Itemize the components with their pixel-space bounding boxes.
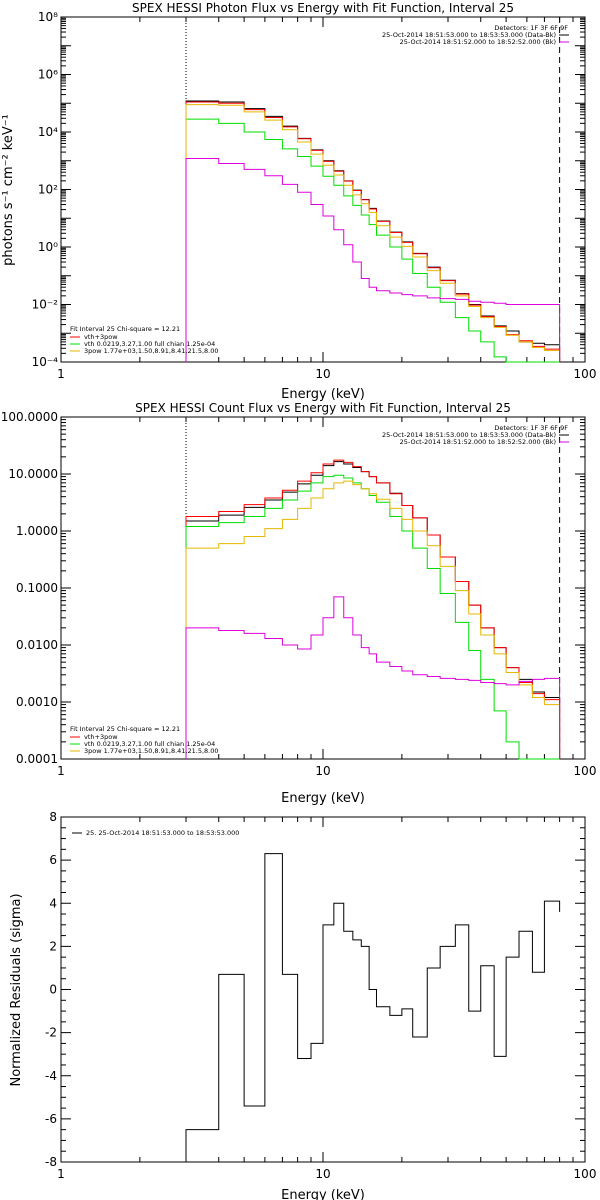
legend-bk: 25-Oct-2014 18:51:52.000 to 18:52:52.000… <box>400 38 556 46</box>
count-flux-xtick-label: 10 <box>315 764 330 778</box>
legend-3pow: 3pow 1.77e+03,1.50,8.91,8.41,21.5,8.00 <box>84 347 219 355</box>
photon-flux-series <box>185 17 561 363</box>
legend-fit-interval: Fit Interval 25 Chi-square = 12.21 <box>70 725 180 733</box>
legend-detectors: Detectors: 1F 3F 6F 9F <box>494 24 568 32</box>
legend-fit-interval: Fit Interval 25 Chi-square = 12.21 <box>70 325 180 333</box>
residuals-ytick-label: 4 <box>49 896 57 910</box>
legend-bk: 25-Oct-2014 18:51:52.000 to 18:52:52.000… <box>400 438 556 446</box>
residuals-ytick-label: 6 <box>49 853 57 867</box>
residuals-ytick-label: -4 <box>45 1069 57 1083</box>
residuals-xtick-label: 10 <box>315 1167 330 1181</box>
residuals-xtick-label: 100 <box>574 1167 597 1181</box>
count-flux-series-bk <box>185 596 561 759</box>
count-flux-series-data-bk <box>185 461 561 759</box>
photon-flux-legend-bottom: Fit Interval 25 Chi-square = 12.21 vth+3… <box>70 325 219 355</box>
photon-flux-ytick-label: 10⁸ <box>38 10 58 24</box>
residuals-series-25-25-oct-2014-18-51-53-000-to-18-53-53-000 <box>185 853 561 1162</box>
legend-3pow: 3pow 1.77e+03,1.50,8.91,8.41,21.5,8.00 <box>84 747 219 755</box>
residuals-ytick-label: -2 <box>45 1026 57 1040</box>
photon-flux-series-vth <box>185 118 560 363</box>
legend-data-bk: 25-Oct-2014 18:51:53.000 to 18:53:53.000… <box>382 431 556 439</box>
count-flux-ytick-label: 0.1000 <box>16 581 58 595</box>
photon-flux-ytick-label: 10⁻⁴ <box>32 355 59 369</box>
photon-flux-ytick-label: 10⁶ <box>38 68 58 82</box>
residuals-ytick-label: -8 <box>45 1155 57 1169</box>
photon-flux-series-bk <box>185 157 561 362</box>
photon-flux-panel: SPEX HESSI Photon Flux vs Energy with Fi… <box>1 1 596 402</box>
photon-flux-ytick-label: 10⁻² <box>32 298 59 312</box>
count-flux-xtick-label: 100 <box>574 764 597 778</box>
photon-flux-series-vth-3pow <box>185 101 561 362</box>
legend-data-bk: 25-Oct-2014 18:51:53.000 to 18:53:53.000… <box>382 31 556 39</box>
count-flux-ticks: 1 10 100 0.0001 0.0010 0.0100 0.1000 1.0000 10.0… <box>1 410 597 778</box>
count-flux-xtick-label: 1 <box>57 764 65 778</box>
photon-flux-xtick-label: 1 <box>57 367 65 381</box>
count-flux-legend-top: Detectors: 1F 3F 6F 9F 25-Oct-2014 18:51… <box>382 424 569 446</box>
photon-flux-series-data-bk <box>185 100 561 362</box>
legend-fit: vth+3pow <box>84 333 118 341</box>
legend-vth: vth 0.0219,3.27,1.00 full chian 1.25e-04 <box>84 740 215 748</box>
count-flux-panel: SPEX HESSI Count Flux vs Energy with Fit… <box>1 401 597 806</box>
count-flux-ytick-label: 0.0010 <box>16 695 58 709</box>
photon-flux-ytick-label: 10² <box>38 183 58 197</box>
residuals-ticks: 1 10 100 -8 -6 -4 -2 0 2 4 6 8 <box>45 810 596 1181</box>
photon-flux-series-3pow <box>185 104 561 362</box>
count-flux-series-3pow <box>185 480 561 759</box>
residuals-ytick-label: -6 <box>45 1112 57 1126</box>
photon-flux-plot-frame <box>60 16 586 363</box>
residuals-ylabel: Normalized Residuals (sigma) <box>9 893 24 1086</box>
photon-flux-ytick-label: 10⁰ <box>38 240 58 254</box>
residuals-legend-label: 25. 25-Oct-2014 18:51:53.000 to 18:53:53… <box>86 829 239 837</box>
legend-fit: vth+3pow <box>84 733 118 741</box>
count-flux-xlabel: Energy (keV) <box>281 791 365 806</box>
photon-flux-title: SPEX HESSI Photon Flux vs Energy with Fi… <box>132 1 514 15</box>
count-flux-ytick-label: 100.0000 <box>1 410 58 424</box>
count-flux-series <box>185 417 561 760</box>
photon-flux-ticks: 1 10 100 10⁻⁴ 10⁻² 10⁰ 10² 10⁴ 10⁶ 10⁸ <box>32 10 597 381</box>
count-flux-ytick-label: 0.0001 <box>16 752 58 766</box>
count-flux-series-vth <box>185 474 560 760</box>
residuals-ytick-label: 0 <box>49 983 57 997</box>
photon-flux-ytick-label: 10⁴ <box>38 125 58 139</box>
count-flux-ytick-label: 0.0100 <box>16 638 58 652</box>
photon-flux-xlabel: Energy (keV) <box>281 387 365 402</box>
count-flux-ytick-label: 10.0000 <box>8 467 58 481</box>
residuals-series <box>185 853 561 1162</box>
count-flux-ytick-label: 1.0000 <box>16 524 58 538</box>
residuals-panel: Energy (keV) Normalized Residuals (sigma… <box>9 810 596 1200</box>
photon-flux-ylabel: photons s⁻¹ cm⁻² keV⁻¹ <box>1 114 16 266</box>
count-flux-title: SPEX HESSI Count Flux vs Energy with Fit… <box>135 401 511 415</box>
legend-vth: vth 0.0219,3.27,1.00 full chian 1.25e-04 <box>84 340 215 348</box>
residuals-ytick-label: 2 <box>49 939 57 953</box>
residuals-xlabel: Energy (keV) <box>281 1188 365 1200</box>
count-flux-series-vth-3pow <box>185 459 561 759</box>
photon-flux-legend-top: Detectors: 1F 3F 6F 9F 25-Oct-2014 18:51… <box>382 24 569 46</box>
residuals-ytick-label: 8 <box>49 810 57 824</box>
residuals-xtick-label: 1 <box>57 1167 65 1181</box>
count-flux-legend-bottom: Fit Interval 25 Chi-square = 12.21 vth+3… <box>70 725 219 755</box>
photon-flux-xtick-label: 100 <box>574 367 597 381</box>
photon-flux-xtick-label: 10 <box>315 367 330 381</box>
legend-detectors: Detectors: 1F 3F 6F 9F <box>494 424 568 432</box>
